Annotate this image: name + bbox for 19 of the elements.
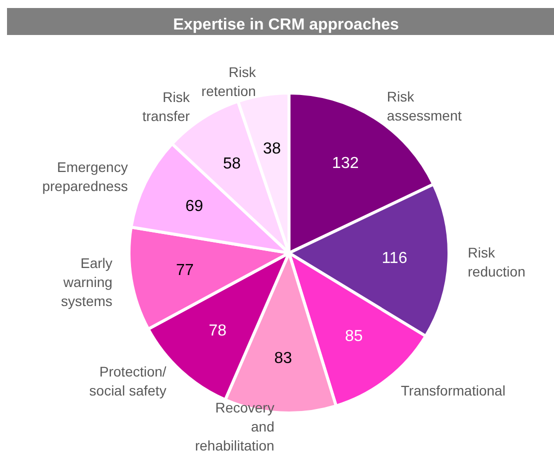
data-label: 116 xyxy=(382,250,408,267)
slice-label: Risk assessment xyxy=(386,88,462,124)
slice-label: Transformational xyxy=(400,382,506,398)
data-label: 132 xyxy=(332,155,359,172)
slice-label: Risk reduction xyxy=(468,244,526,280)
data-label: 69 xyxy=(185,198,204,215)
chart-title: Expertise in CRM approaches xyxy=(173,16,400,34)
slice-label: Risk transfer xyxy=(142,89,191,124)
slice-label: Emergency preparedness xyxy=(42,158,128,194)
slice-label: Risk retention xyxy=(201,64,257,99)
slice-label: Early warning systems xyxy=(61,254,112,309)
data-label: 58 xyxy=(222,156,241,173)
slice-label: Recovery and rehabilitation xyxy=(194,400,274,454)
data-label: 83 xyxy=(274,350,292,367)
data-label: 78 xyxy=(208,322,227,340)
data-label: 77 xyxy=(176,262,194,279)
slice-label: Protection/ social safety xyxy=(89,364,166,399)
data-label: 38 xyxy=(263,140,281,158)
data-label: 85 xyxy=(344,328,363,345)
